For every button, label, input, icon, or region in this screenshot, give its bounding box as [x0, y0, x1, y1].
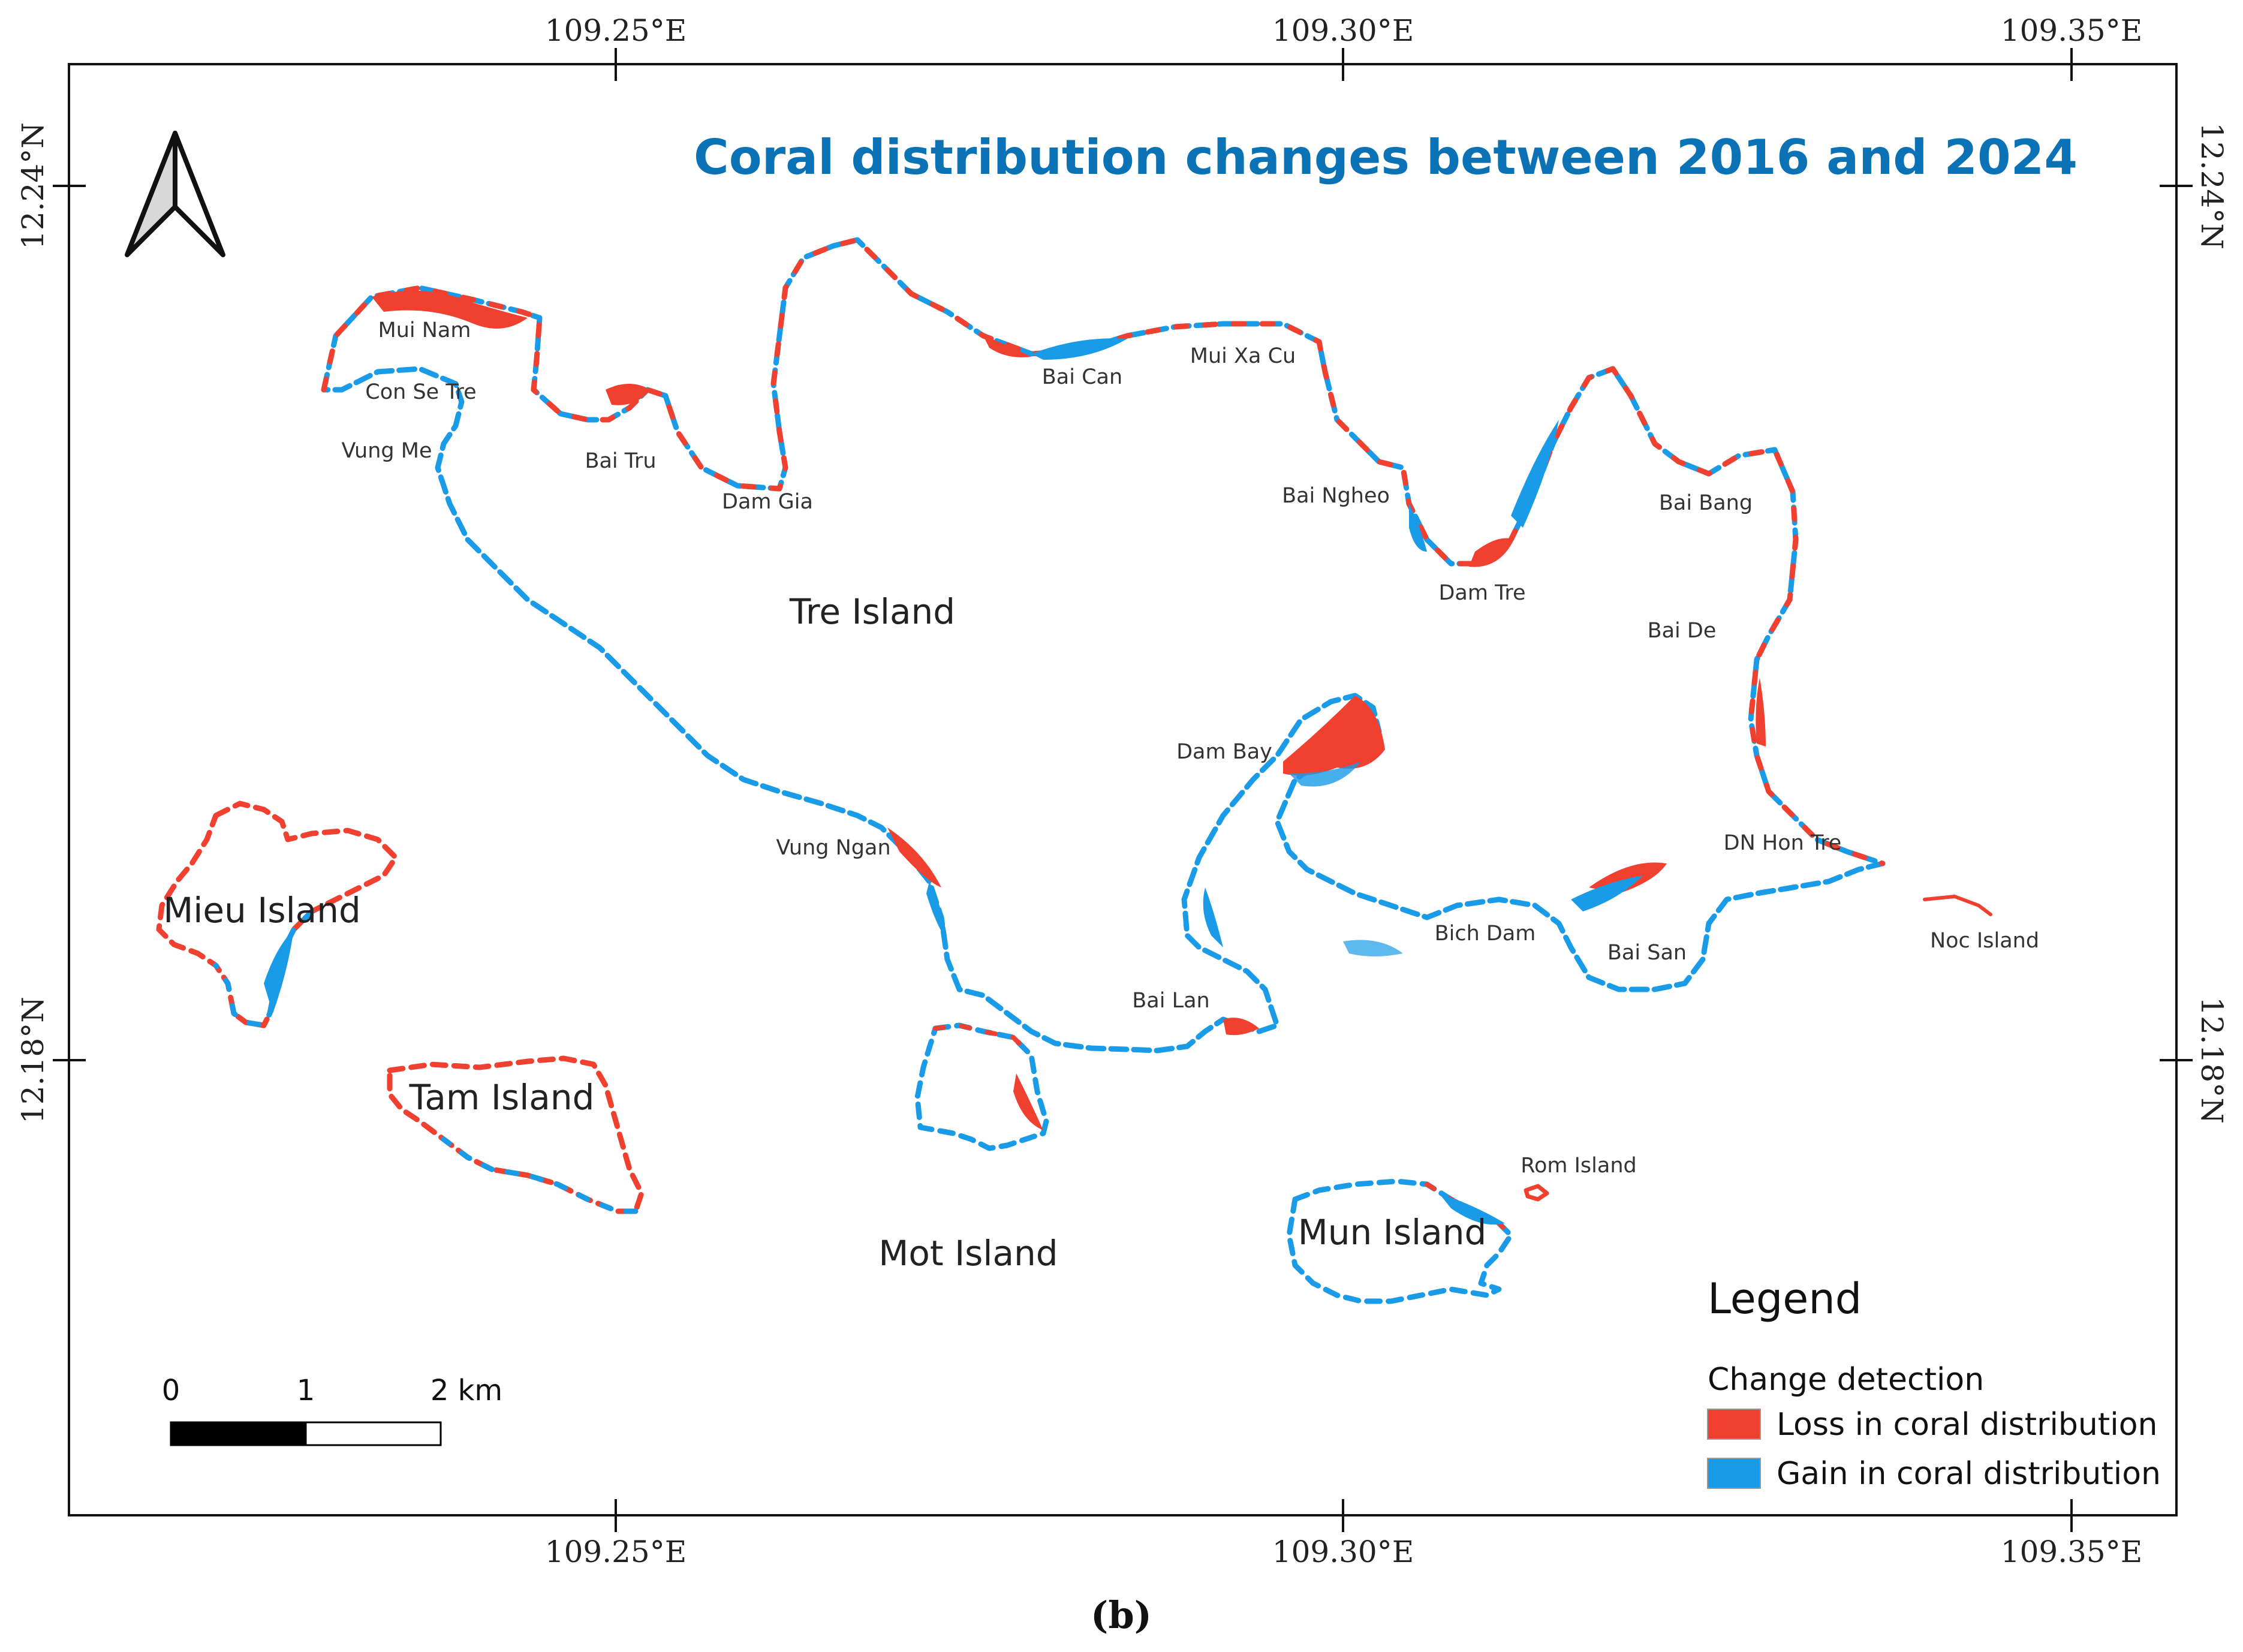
rom-island-coast: [1524, 1184, 1549, 1202]
label-bai-san: Bai San: [1607, 941, 1687, 965]
label-bai-can: Bai Can: [1042, 365, 1122, 389]
label-mui-xa-cu: Mui Xa Cu: [1190, 344, 1296, 368]
map-title: Coral distribution changes between 2016 …: [694, 130, 2078, 185]
label-vung-me: Vung Me: [341, 439, 432, 463]
north-arrow-icon: [125, 131, 225, 257]
scale-label-1: 1: [297, 1374, 315, 1407]
tre-island-change-patches: [372, 290, 1766, 1036]
tam-island-coast: [387, 1055, 645, 1214]
label-mun-island: Mun Island: [1298, 1212, 1487, 1253]
legend-subtitle: Change detection: [1708, 1362, 1984, 1398]
graticule-ticks: [53, 48, 2193, 1532]
label-bai-lan: Bai Lan: [1132, 989, 1209, 1013]
legend-title: Legend: [1708, 1274, 1862, 1323]
label-mieu-island: Mieu Island: [163, 890, 361, 931]
left-lat-label-2: 12.18°N: [16, 997, 50, 1124]
figure-caption: (b): [1091, 1593, 1152, 1637]
scale-bar: 0 1 2 km: [162, 1374, 502, 1446]
label-vung-ngan: Vung Ngan: [776, 836, 890, 860]
legend-loss-label: Loss in coral distribution: [1777, 1407, 2157, 1443]
legend-loss-swatch: [1707, 1409, 1761, 1440]
top-lon-label-2: 109.30°E: [1272, 13, 1414, 48]
bottom-lon-label-1: 109.25°E: [545, 1534, 687, 1569]
right-lat-label-1: 12.24°N: [2194, 122, 2229, 249]
label-dam-tre: Dam Tre: [1438, 581, 1525, 605]
label-tam-island: Tam Island: [409, 1077, 595, 1118]
label-dam-bay: Dam Bay: [1176, 740, 1272, 764]
left-lat-label-1: 12.24°N: [16, 122, 50, 249]
scale-label-2km: 2 km: [430, 1374, 502, 1407]
scale-bar-white-segment: [305, 1421, 442, 1446]
mot-island-coast: [914, 1022, 1049, 1151]
label-bai-ngheo: Bai Ngheo: [1282, 484, 1390, 508]
top-lon-label-3: 109.35°E: [2001, 13, 2142, 48]
label-dam-gia: Dam Gia: [722, 490, 813, 514]
tre-island-coast: [321, 237, 1886, 1054]
noc-island-coast: [1923, 895, 1992, 916]
legend-gain-swatch: [1707, 1458, 1761, 1489]
label-bai-de: Bai De: [1648, 619, 1717, 643]
mieu-island-coast: [156, 801, 399, 1028]
label-bai-tru: Bai Tru: [585, 449, 656, 473]
label-bich-dam: Bich Dam: [1435, 922, 1536, 946]
label-bai-bang: Bai Bang: [1659, 491, 1753, 515]
bottom-lon-label-2: 109.30°E: [1272, 1534, 1414, 1569]
legend-gain-label: Gain in coral distribution: [1777, 1456, 2161, 1492]
scale-label-0: 0: [162, 1374, 180, 1407]
label-tre-island: Tre Island: [789, 591, 955, 632]
label-con-se-tre: Con Se Tre: [365, 380, 476, 404]
label-mot-island: Mot Island: [878, 1233, 1058, 1274]
scale-bar-black-segment: [170, 1421, 307, 1446]
mun-island-coast: [1286, 1178, 1514, 1304]
label-rom-island: Rom Island: [1521, 1154, 1637, 1178]
right-lat-label-2: 12.18°N: [2194, 997, 2229, 1124]
bottom-lon-label-3: 109.35°E: [2001, 1534, 2142, 1569]
top-lon-label-1: 109.25°E: [545, 13, 687, 48]
label-dn-hon-tre: DN Hon Tre: [1724, 831, 1842, 855]
label-mui-nam: Mui Nam: [378, 318, 471, 342]
label-noc-island: Noc Island: [1930, 929, 2039, 953]
legend: Legend Change detection Loss in coral di…: [1707, 1274, 2161, 1492]
